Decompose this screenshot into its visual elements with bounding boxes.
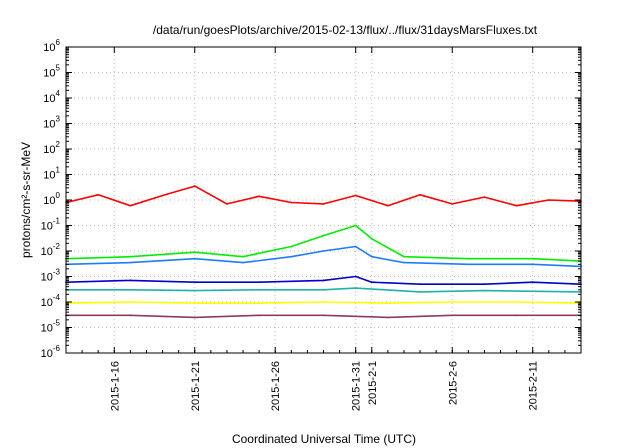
data-point: [193, 185, 196, 188]
data-point: [322, 250, 325, 252]
data-point: [547, 199, 550, 201]
data-point: [531, 281, 534, 284]
data-point: [451, 314, 454, 317]
data-point: [161, 194, 164, 197]
y-tick-label: 10-1: [41, 217, 61, 233]
data-point: [258, 314, 261, 317]
y-axis: 10-6 10-5 10-4 10-3 10-2 10-1 100 101 102 103 104 1…: [41, 38, 581, 360]
data-point: [386, 316, 389, 319]
data-point: [354, 224, 357, 227]
data-point: [370, 281, 373, 284]
data-point: [531, 257, 534, 260]
data-point: [193, 281, 196, 284]
y-tick-label: 102: [43, 140, 60, 156]
data-point: [322, 279, 325, 282]
y-tick-label: 101: [43, 166, 60, 182]
data-point: [370, 255, 373, 258]
y-tick-label: 10-4: [41, 293, 61, 309]
series-line-2: [65, 224, 582, 262]
y-axis-label: protons/cm²-s-sr-MeV: [19, 142, 33, 258]
x-tick-label: 2015-1-31: [351, 361, 363, 411]
data-point: [97, 193, 100, 196]
series-line-3: [65, 245, 582, 268]
data-point: [515, 204, 518, 207]
y-tick-label: 10-6: [41, 344, 61, 360]
data-point: [419, 290, 421, 293]
data-point: [322, 203, 325, 205]
data-point: [242, 261, 244, 264]
series-layer: [65, 185, 582, 319]
data-point: [403, 261, 405, 264]
data-point: [467, 263, 470, 266]
x-tick-label: 2015-1-26: [270, 361, 282, 411]
data-point: [129, 301, 132, 303]
data-point: [419, 193, 421, 196]
data-point: [403, 255, 405, 258]
data-point: [370, 237, 373, 240]
x-tick-label: 2015-2-1: [367, 361, 379, 405]
data-point: [386, 204, 389, 207]
data-point: [290, 255, 293, 258]
data-point: [129, 279, 132, 282]
plot-frame: [65, 46, 582, 354]
data-point: [354, 194, 357, 197]
data-point: [483, 283, 486, 286]
data-point: [354, 287, 357, 290]
y-tick-label: 106: [43, 38, 60, 54]
grid: [66, 47, 581, 353]
data-point: [483, 289, 486, 292]
data-point: [515, 314, 518, 317]
data-point: [193, 289, 196, 292]
data-point: [129, 314, 132, 317]
data-point: [129, 204, 132, 207]
data-point: [322, 288, 325, 291]
data-point: [467, 257, 470, 260]
x-tick-label: 2015-2-11: [528, 361, 540, 410]
series-line-1: [65, 185, 582, 207]
x-tick-label: 2015-1-16: [109, 361, 121, 411]
data-point: [451, 301, 454, 303]
data-point: [290, 201, 293, 204]
data-point: [290, 245, 293, 248]
y-tick-label: 10-3: [41, 268, 61, 284]
data-point: [419, 283, 421, 286]
data-point: [322, 301, 325, 303]
data-point: [129, 288, 132, 291]
x-axis-label: Coordinated Universal Time (UTC): [232, 432, 416, 446]
x-tick-label: 2015-1-21: [190, 361, 202, 411]
data-point: [322, 314, 325, 317]
y-tick-label: 100: [43, 191, 60, 207]
data-point: [531, 263, 534, 266]
y-tick-label: 104: [43, 89, 60, 105]
data-point: [258, 288, 261, 291]
data-point: [258, 281, 261, 284]
data-point: [193, 302, 196, 305]
data-point: [193, 251, 196, 254]
x-tick-label: 2015-2-6: [447, 361, 459, 405]
chart-title: /data/run/goesPlots/archive/2015-02-13/f…: [153, 23, 538, 37]
data-point: [451, 203, 454, 205]
data-point: [242, 255, 244, 258]
data-point: [386, 302, 389, 305]
y-tick-label: 103: [43, 115, 60, 131]
data-point: [322, 234, 325, 237]
data-point: [354, 245, 357, 248]
data-point: [258, 195, 261, 198]
data-point: [226, 203, 228, 205]
data-point: [515, 301, 518, 303]
data-point: [193, 257, 196, 260]
y-tick-label: 105: [43, 64, 60, 80]
data-point: [129, 261, 132, 264]
x-axis: 2015-1-16 2015-1-21 2015-1-26 2015-1-31 2015…: [65, 47, 582, 411]
y-tick-label: 10-5: [41, 319, 61, 335]
data-point: [354, 275, 357, 278]
data-point: [193, 316, 196, 319]
data-point: [129, 255, 132, 258]
y-tick-label: 10-2: [41, 242, 61, 258]
data-point: [258, 302, 261, 305]
data-point: [483, 196, 486, 198]
